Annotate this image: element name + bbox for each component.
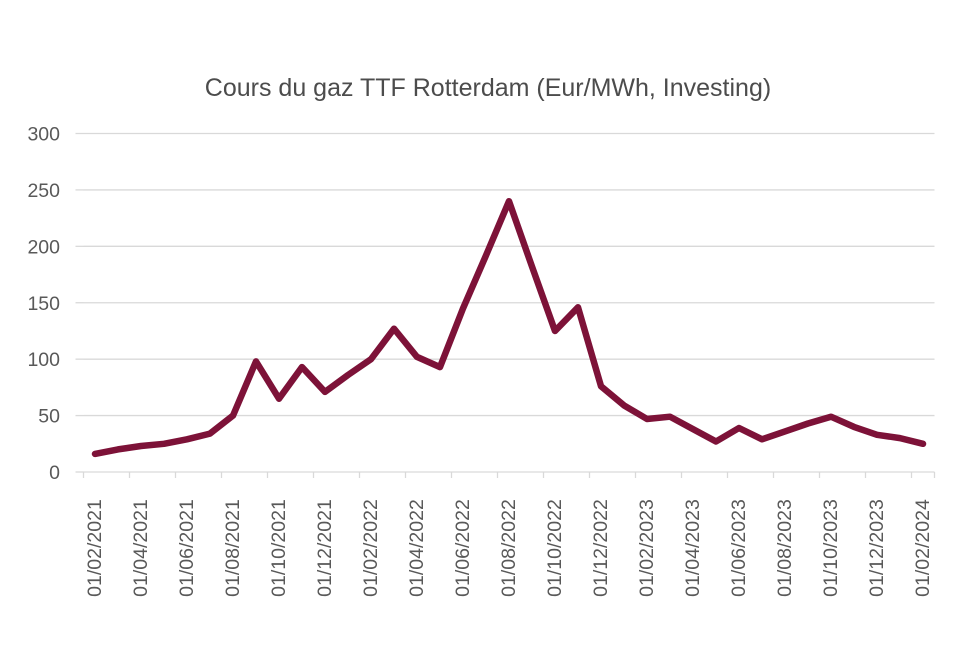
x-axis-label: 01/12/2022 — [590, 499, 612, 597]
x-axis-label: 01/10/2022 — [544, 499, 566, 597]
y-axis-label: 150 — [27, 293, 60, 315]
price-series-line — [91, 197, 927, 458]
x-axis-label: 01/12/2021 — [314, 499, 336, 597]
y-axis-label: 200 — [27, 236, 60, 258]
x-axis-label: 01/12/2023 — [866, 499, 888, 597]
y-axis-label: 300 — [27, 124, 60, 146]
x-axis-label: 01/08/2023 — [774, 499, 796, 597]
x-axis-label: 01/08/2022 — [498, 499, 520, 597]
x-axis-label: 01/02/2022 — [360, 499, 382, 597]
x-axis-label: 01/10/2021 — [268, 499, 290, 597]
y-axis-label: 100 — [27, 349, 60, 371]
y-axis-label: 0 — [49, 462, 60, 484]
x-axis-label: 01/02/2024 — [912, 499, 934, 597]
x-axis-label: 01/04/2023 — [682, 499, 704, 597]
x-axis-label: 01/08/2021 — [222, 499, 244, 597]
x-axis-label: 01/10/2023 — [820, 499, 842, 597]
y-axis-label: 250 — [27, 180, 60, 202]
y-axis-label: 50 — [38, 406, 60, 428]
chart-title: Cours du gaz TTF Rotterdam (Eur/MWh, Inv… — [204, 74, 772, 102]
x-axis-label: 01/06/2022 — [452, 499, 474, 597]
x-axis-label: 01/06/2023 — [728, 499, 750, 597]
x-axis-label: 01/02/2021 — [84, 499, 106, 597]
x-axis-label: 01/02/2023 — [636, 499, 658, 597]
x-axis-label: 01/04/2022 — [406, 499, 428, 597]
x-axis-label: 01/06/2021 — [176, 499, 198, 597]
x-axis-label: 01/04/2021 — [130, 499, 152, 597]
